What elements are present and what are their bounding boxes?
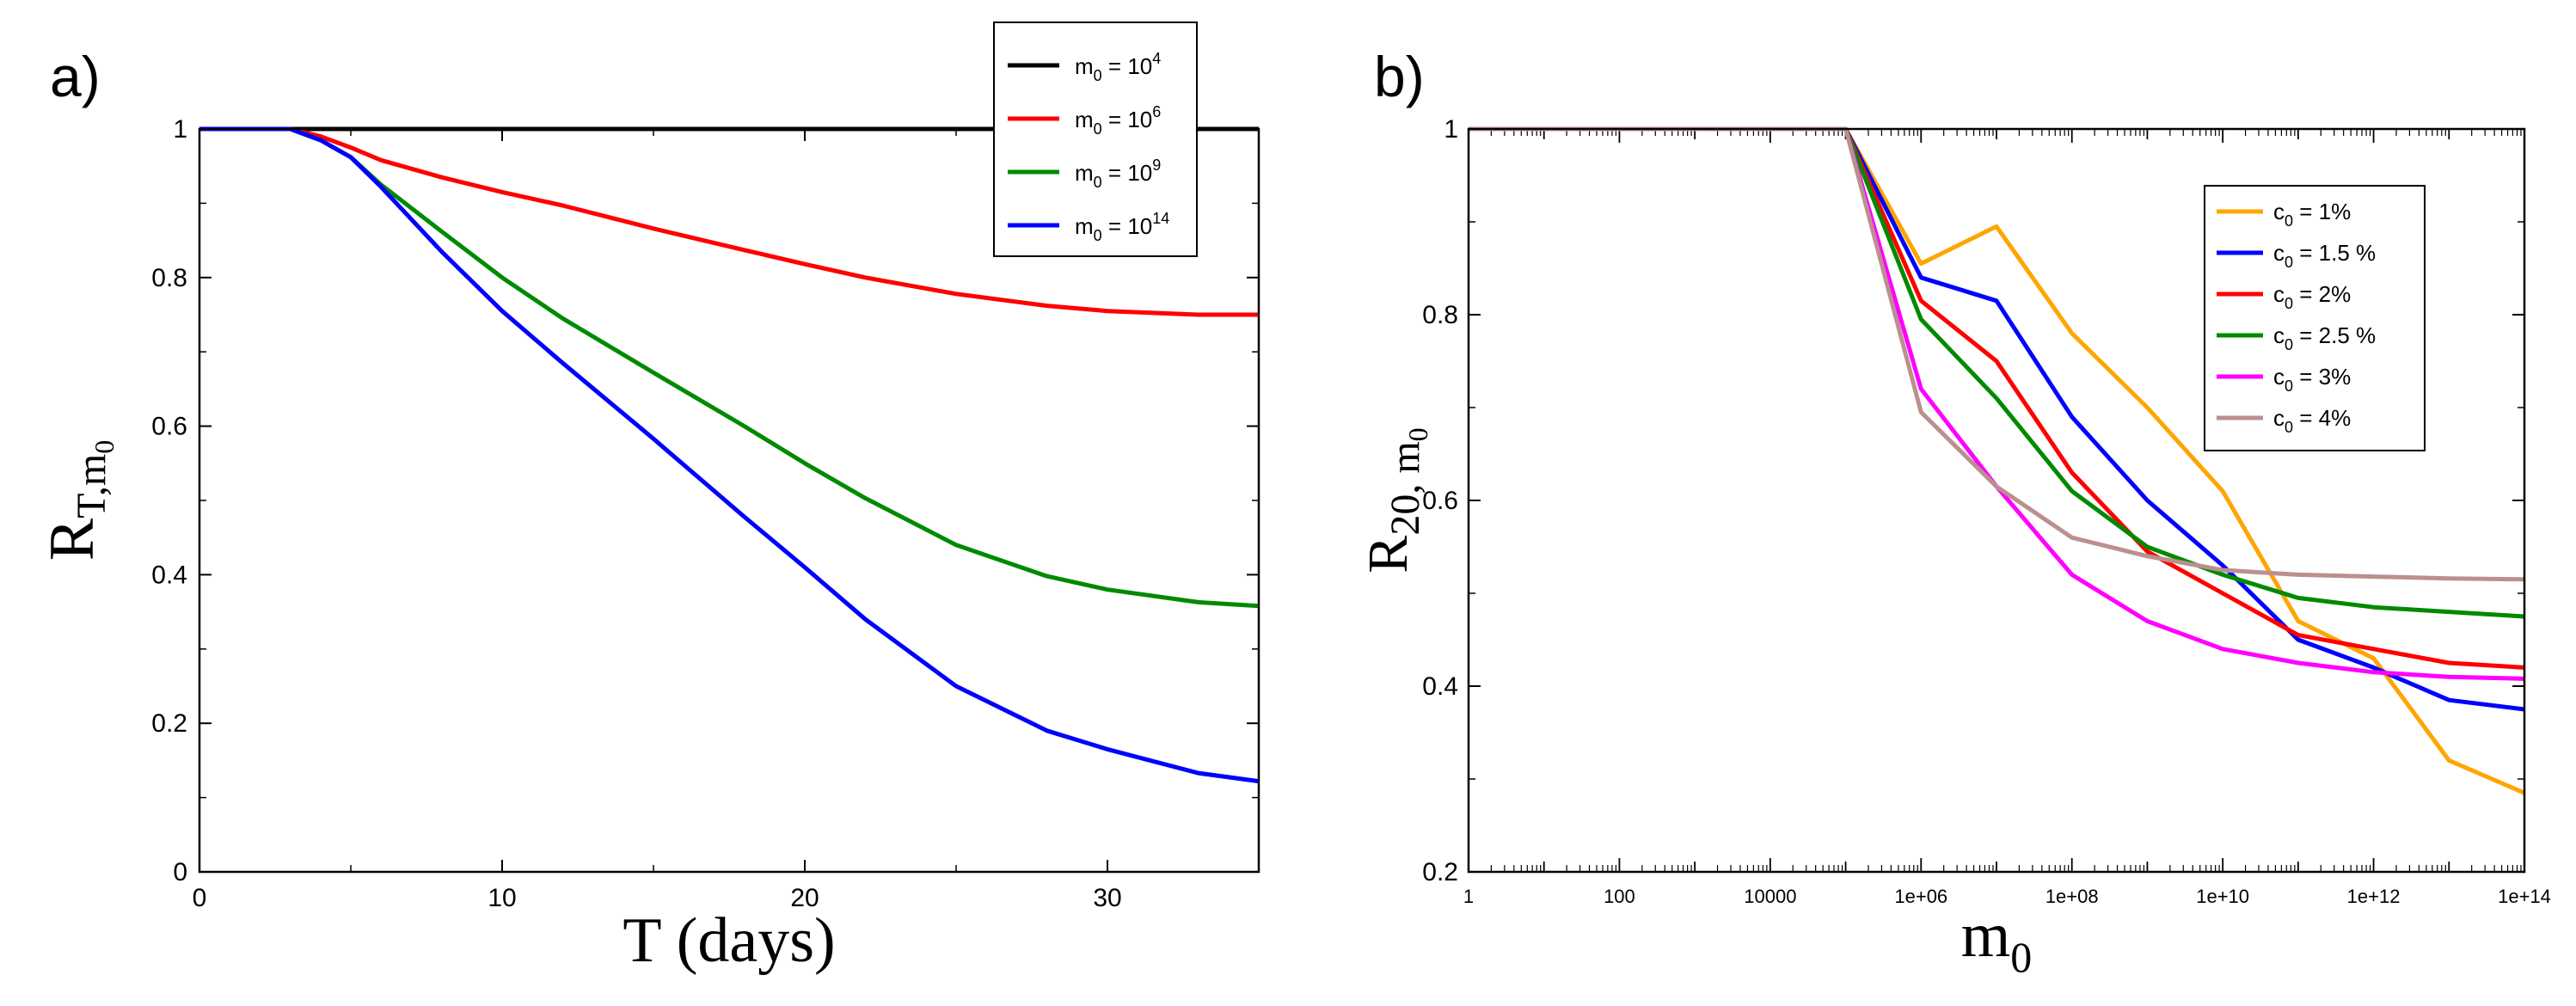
panel-b-legend: c0 = 1% c0 = 1.5 % c0 = 2% c0 = 2.5 % c0 = 3… (2204, 185, 2426, 451)
panel-b-xtick-label: 1e+06 (1894, 886, 1947, 907)
panel-b-series (1469, 126, 2525, 795)
panel-b-legend-label-2: c0 = 2% (2273, 281, 2351, 312)
panel-a-ytick-label: 0.4 (151, 561, 187, 589)
panel-b-xtick-label: 1e+08 (2045, 886, 2099, 907)
panel-b-series-line-3 (1469, 126, 2525, 619)
panel-b-series-line-0 (1469, 126, 2525, 795)
panel-a-legend-box (993, 21, 1198, 257)
panel-a-legend-label-3: m0 = 1014 (1075, 210, 1169, 244)
panel-a-ytick-label: 0.2 (151, 709, 187, 738)
panel-b-tick-labels: 1 100 10000 1e+06 1e+08 1e+10 1e+12 1e+14 0.2 0.4… (1422, 115, 2551, 907)
panel-b-xtick-label: 1e+14 (2498, 886, 2551, 907)
panel-a-ytick-label: 0 (173, 858, 187, 886)
panel-b-xtick-label: 1 (1463, 886, 1474, 907)
panel-b-xtick-label: 1e+12 (2347, 886, 2401, 907)
panel-a-ytick-label: 0.8 (151, 264, 187, 292)
panel-a-ylabel-base: R (37, 518, 107, 561)
panel-b-ytick-label: 0.8 (1422, 301, 1458, 329)
panel-a-xtick-label: 30 (1093, 884, 1121, 912)
chart-panel-a: a) 0 10 20 30 0 0.2 0.4 0.6 0.8 1 T (days) RT,m 0 … (37, 21, 1260, 976)
panel-b-xlabel-base: m (1961, 900, 2011, 971)
panel-b-label: b) (1374, 45, 1425, 108)
panel-b-ytick-label: 1 (1444, 115, 1458, 144)
panel-a-tick-labels: 0 10 20 30 0 0.2 0.4 0.6 0.8 1 (151, 115, 1121, 912)
panel-b-xlabel-sub: 0 (2010, 933, 2032, 981)
panel-b-ytick-label: 0.4 (1422, 672, 1458, 701)
panel-a-legend: m0 = 104 m0 = 106 m0 = 109 m0 = 1014 (993, 21, 1198, 257)
panel-b-ytick-label: 0.2 (1422, 858, 1458, 886)
panel-a-series-line-1 (199, 126, 1259, 317)
panel-b-legend-label-1: c0 = 1.5 % (2273, 240, 2376, 271)
panel-a-plot-frame (198, 127, 1260, 874)
panel-b-series-line-2 (1469, 126, 2525, 670)
panel-b-legend-label-4: c0 = 3% (2273, 364, 2351, 395)
panel-a-ylabel-subsub: 0 (89, 440, 120, 454)
panel-b-xtick-label: 100 (1604, 886, 1635, 907)
panel-a-legend-label-0: m0 = 104 (1075, 50, 1161, 84)
panel-b-series-line-4 (1469, 126, 2525, 681)
panel-b-plot-frame (1467, 127, 2526, 874)
panel-a-xtick-label: 0 (193, 884, 207, 912)
svg-text:R20, m0: R20, m0 (1357, 427, 1433, 573)
panel-a-legend-label-1: m0 = 106 (1075, 103, 1161, 138)
panel-b-xlabel: m0 (1961, 900, 2033, 981)
panel-b-ylabel-sub: 20, m (1383, 441, 1428, 535)
panel-b-ticks (1468, 128, 2525, 873)
panel-a-xlabel: T (days) (623, 905, 835, 976)
panel-b-xtick-label: 10000 (1744, 886, 1796, 907)
panel-b-series-line-5 (1469, 126, 2525, 582)
panel-b-legend-label-5: c0 = 4% (2273, 405, 2351, 436)
svg-text:RT,m0: RT,m0 (37, 440, 120, 561)
panel-b-legend-label-3: c0 = 2.5 % (2273, 322, 2376, 353)
panel-a-series-line-3 (199, 126, 1260, 784)
panel-b-series-line-1 (1469, 126, 2525, 712)
panel-a-ytick-label: 1 (173, 115, 187, 144)
panel-b-ylabel-base: R (1357, 536, 1420, 574)
panel-a-label: a) (50, 45, 101, 108)
panel-a-xtick-label: 10 (488, 884, 516, 912)
panel-a-legend-label-2: m0 = 109 (1075, 156, 1161, 191)
panel-a-ytick-label: 0.6 (151, 413, 187, 441)
panel-b-legend-box (2204, 185, 2426, 451)
panel-a-xtick-label: 20 (790, 884, 819, 912)
panel-b-ylabel-subsub: 0 (1402, 427, 1433, 441)
panel-a-ylabel: RT,m0 (37, 440, 120, 561)
svg-text:m0: m0 (1961, 900, 2033, 981)
chart-panel-b: b) 1 100 10000 1e+06 1e+08 1e+10 1e+12 1e+140.2… (1357, 45, 2551, 981)
panel-b-xtick-label: 1e+10 (2196, 886, 2249, 907)
panel-b-ytick-label: 0.6 (1422, 487, 1458, 515)
panel-a-ylabel-sub: T,m (69, 454, 114, 518)
panel-b-legend-label-0: c0 = 1% (2273, 199, 2351, 230)
panel-b-ylabel: R20, m0 (1357, 427, 1433, 573)
